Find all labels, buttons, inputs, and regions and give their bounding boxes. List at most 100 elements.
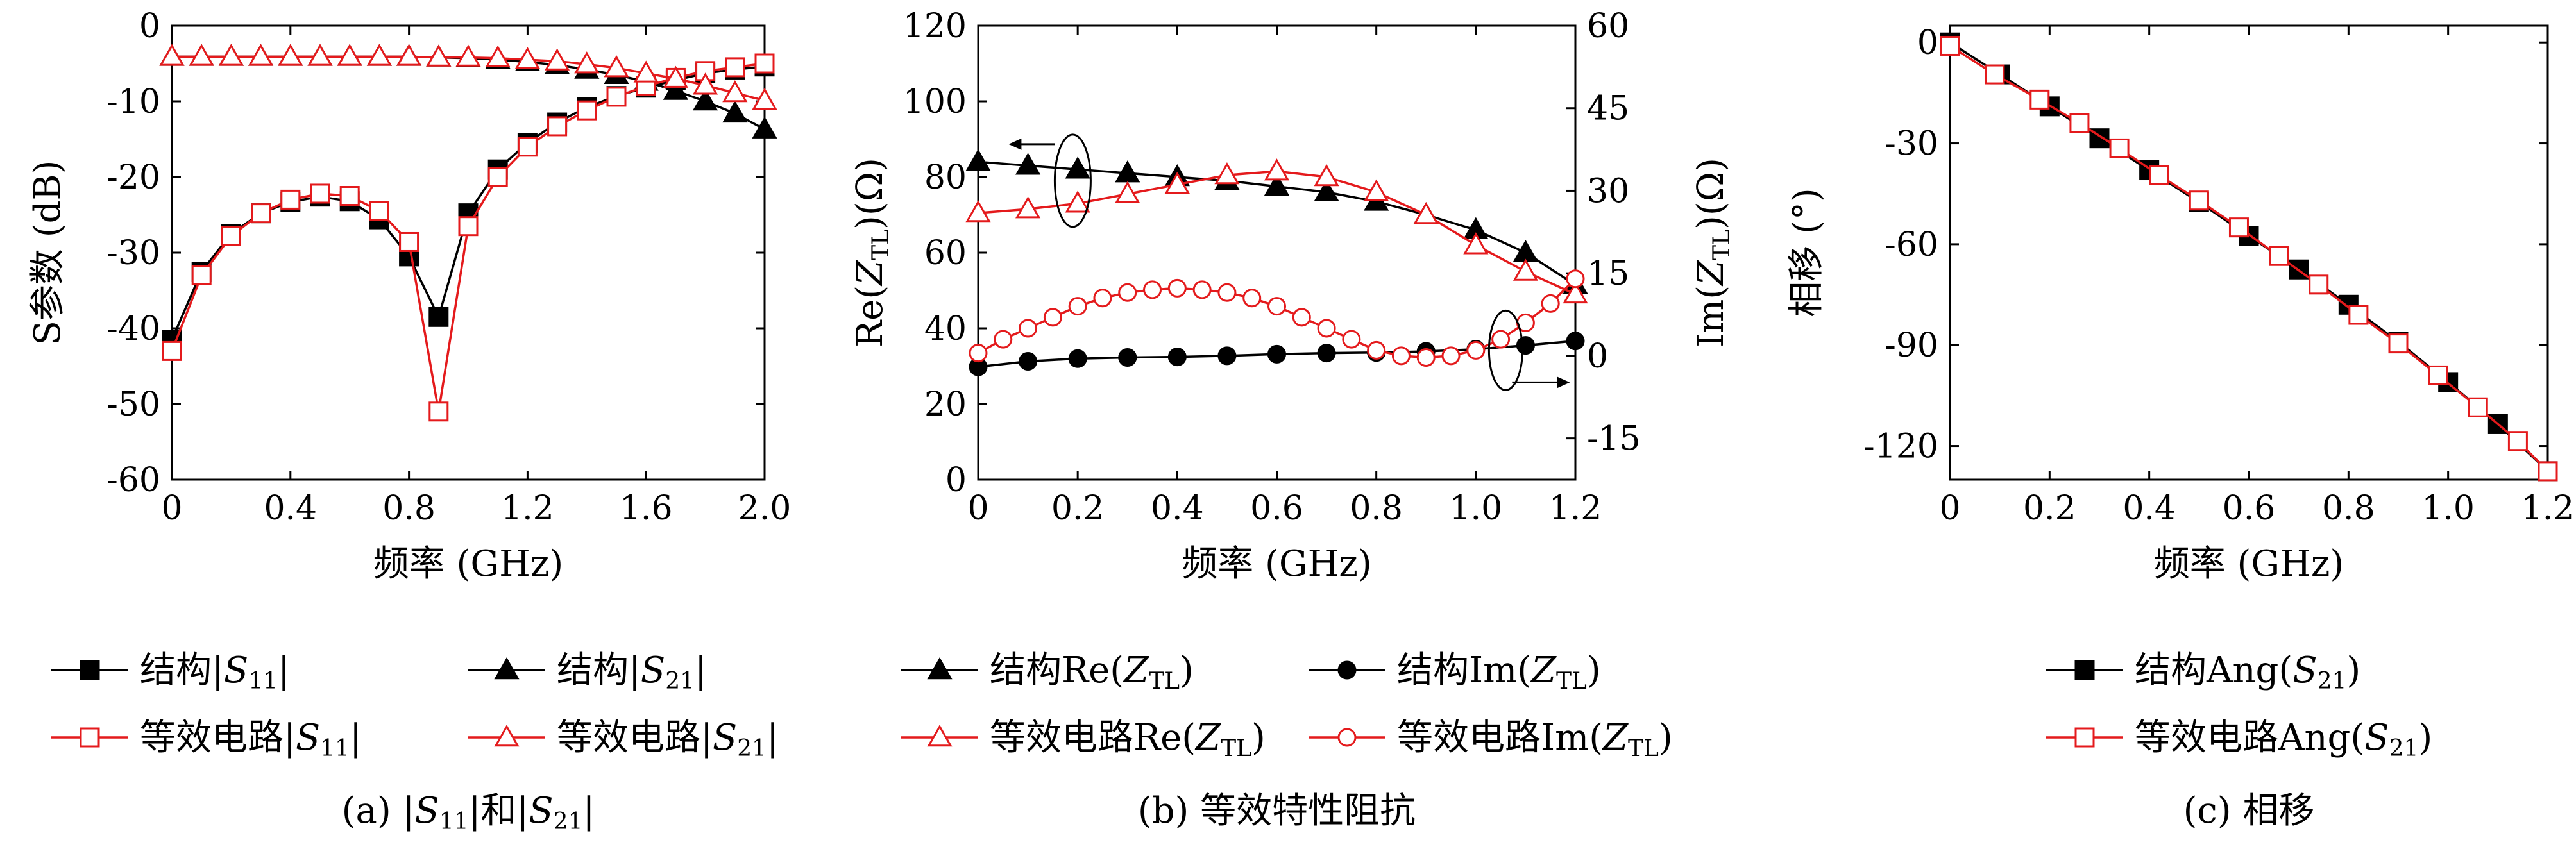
legend-marker: [80, 727, 100, 748]
data-point: [2029, 89, 2050, 110]
data-point: [1516, 336, 1535, 355]
data-point: [1413, 201, 1439, 224]
data-point: [1267, 344, 1286, 364]
y-tick-label: 20: [924, 385, 967, 424]
x-tick-label: 0.4: [1151, 489, 1204, 528]
series-0: [162, 56, 775, 350]
data-point: [1267, 297, 1286, 316]
data-point: [752, 116, 777, 139]
data-point: [2189, 190, 2209, 211]
legend-marker: [927, 724, 953, 747]
data-point: [1940, 35, 1960, 56]
x-tick-label: 0.2: [1051, 489, 1105, 528]
data-point: [693, 88, 718, 111]
data-point: [965, 200, 991, 223]
legend-entry: 结构|S21|: [468, 650, 707, 694]
data-point: [547, 116, 568, 137]
data-point: [969, 344, 988, 363]
data-point: [1367, 340, 1386, 360]
x-tick-label: 0.8: [382, 489, 436, 528]
data-point: [965, 149, 991, 171]
data-point: [1043, 308, 1062, 327]
data-point: [2428, 365, 2448, 385]
data-point: [2348, 305, 2369, 325]
legend-entry: 结构Ang(S21): [2046, 650, 2360, 694]
series-line: [171, 65, 765, 340]
data-point: [663, 78, 688, 100]
data-point: [1264, 158, 1290, 181]
data-point: [725, 57, 745, 78]
y-tick-label: -10: [106, 83, 160, 121]
data-point: [278, 44, 303, 66]
x-tick-label: 0.8: [2322, 489, 2375, 528]
legend-marker: [1337, 660, 1357, 680]
data-point: [310, 183, 330, 204]
legend-label: 结构Ang(S21): [2135, 650, 2360, 694]
data-point: [1985, 64, 2005, 85]
data-point: [1068, 297, 1087, 316]
data-point: [2388, 333, 2409, 354]
data-point: [1019, 319, 1038, 338]
data-point: [1015, 153, 1041, 175]
data-point: [1242, 289, 1262, 308]
data-point: [307, 44, 333, 66]
data-point: [1463, 232, 1489, 255]
data-point: [369, 201, 389, 221]
data-point: [366, 44, 392, 66]
data-point: [426, 44, 452, 67]
data-point: [485, 45, 511, 67]
data-point: [1167, 278, 1187, 298]
legend-marker: [494, 657, 520, 680]
data-point: [1342, 330, 1361, 349]
data-point: [1093, 289, 1112, 308]
data-point: [2109, 138, 2130, 158]
x-tick-label: 1.2: [1549, 489, 1602, 528]
panel-caption: (b) 等效特性阻抗: [1138, 790, 1416, 832]
data-point: [604, 55, 629, 78]
panel-caption: (c) 相移: [2183, 790, 2315, 832]
legend-marker: [494, 724, 520, 747]
legend-label: 等效电路Re(ZTL): [990, 717, 1266, 762]
legend-marker: [2074, 660, 2095, 680]
data-point: [695, 61, 716, 81]
data-point: [1563, 281, 1588, 304]
data-point: [663, 65, 688, 88]
data-point: [633, 60, 659, 83]
data-point: [1143, 280, 1162, 299]
data-point: [1391, 346, 1411, 366]
legend-entry: 等效电路Re(ZTL): [901, 717, 1266, 762]
y-tick-right-label: 15: [1587, 255, 1629, 293]
legend-entry: 等效电路Im(ZTL): [1309, 717, 1673, 762]
legend-entry: 等效电路Ang(S21): [2046, 717, 2432, 762]
data-point: [1217, 346, 1237, 366]
data-point: [2468, 397, 2488, 417]
data-point: [1314, 179, 1339, 201]
data-point: [218, 44, 244, 66]
series-3: [969, 269, 1585, 367]
data-point: [1068, 349, 1087, 368]
data-point: [248, 44, 274, 66]
data-point: [1167, 348, 1187, 367]
y-tick-right-label: 30: [1587, 172, 1629, 210]
legend-label: 结构Im(ZTL): [1397, 650, 1601, 694]
y-tick-label: 80: [924, 158, 967, 197]
x-tick-label: 0: [161, 489, 182, 528]
data-point: [337, 44, 362, 66]
legend-entry: 结构Im(ZTL): [1309, 650, 1601, 694]
data-point: [2069, 113, 2090, 133]
legend-entry: 等效电路|S11|: [51, 717, 362, 762]
y-tick-label: -120: [1863, 428, 1938, 466]
x-tick-label: 0: [1939, 489, 1960, 528]
legend-label: 结构|S21|: [557, 650, 707, 694]
series-line: [1949, 45, 2549, 473]
data-point: [1466, 340, 1486, 360]
y-tick-right-label: 0: [1587, 337, 1608, 376]
legend-entry: 结构|S11|: [51, 650, 290, 694]
data-point: [1164, 171, 1190, 194]
y-tick-label: -60: [106, 461, 160, 500]
data-point: [1192, 280, 1212, 299]
data-point: [514, 47, 540, 69]
y-tick-label: -60: [1885, 226, 1938, 264]
data-point: [221, 226, 241, 246]
